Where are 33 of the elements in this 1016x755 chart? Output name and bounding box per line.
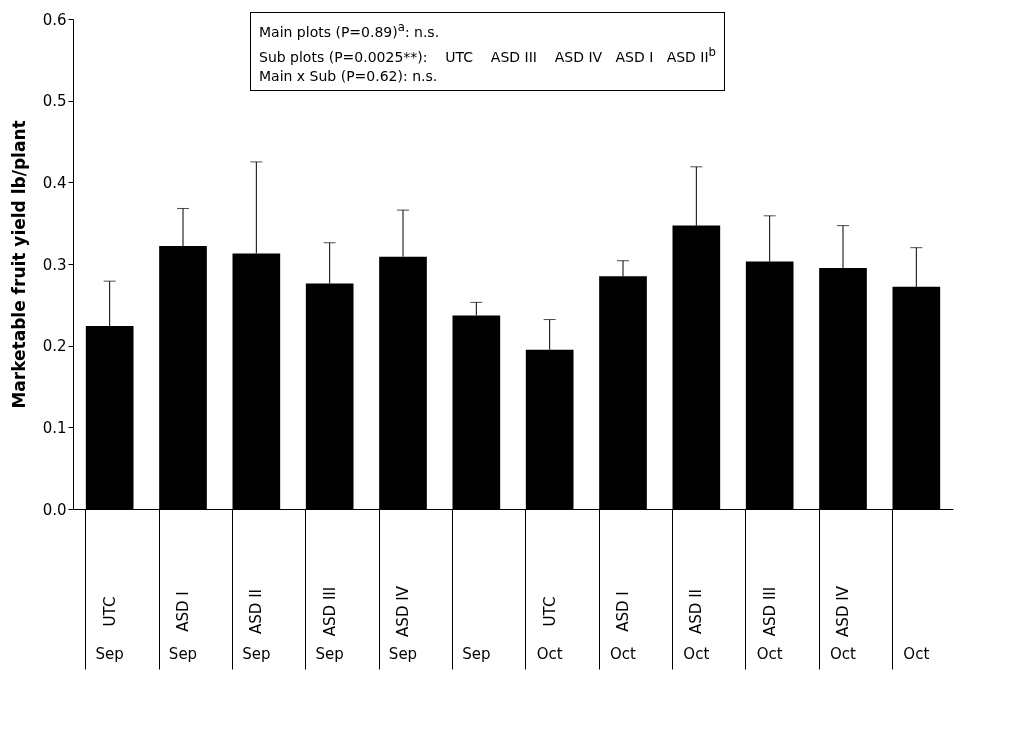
x-tick-label: ASD I	[174, 591, 192, 632]
text: Sep	[315, 645, 344, 663]
x-tick-label: UTC	[100, 596, 119, 627]
text: Oct	[756, 645, 783, 663]
x-tick-label: ASD II	[687, 589, 706, 634]
y-tick-label: 0.1	[42, 418, 67, 437]
annotation: Sub plots (P=0.0025**): UTC ASD III ASD IV ASD I ASD II$^{b}$	[259, 44, 716, 65]
text: Oct	[536, 645, 563, 663]
x-tick-label: ASD IV	[394, 585, 412, 637]
x-tick-label: ASD II	[247, 589, 266, 634]
y-tick-label: 0.6	[42, 10, 67, 29]
y-axis-title: Marketable fruit yield lb/plant	[8, 120, 29, 409]
x-tick-label: ASD III	[320, 586, 339, 637]
y-tick-label: 0.5	[42, 92, 67, 111]
text: Oct	[903, 645, 930, 663]
x-tick-label: ASD III	[760, 586, 779, 637]
y-tick-label: 0.3	[42, 255, 67, 274]
annotation: Main plots (P=0.89)$^{a}$: n.s.	[259, 20, 440, 40]
annotation: Main x Sub (P=0.62): n.s.	[259, 68, 438, 85]
text: Sep	[95, 645, 124, 663]
text: Oct	[830, 645, 857, 663]
y-tick-label: 0.4	[42, 173, 67, 192]
x-tick-label: UTC	[540, 596, 559, 627]
x-tick-label: ASD IV	[834, 585, 852, 637]
text: Sep	[388, 645, 418, 663]
text: Sep	[168, 645, 198, 663]
text: Sep	[462, 645, 491, 663]
y-tick-label: 0.0	[42, 500, 67, 519]
x-tick-label: ASD I	[614, 591, 632, 632]
text: Oct	[683, 645, 710, 663]
text: Sep	[242, 645, 271, 663]
y-tick-label: 0.2	[42, 337, 67, 356]
text: Oct	[610, 645, 637, 663]
